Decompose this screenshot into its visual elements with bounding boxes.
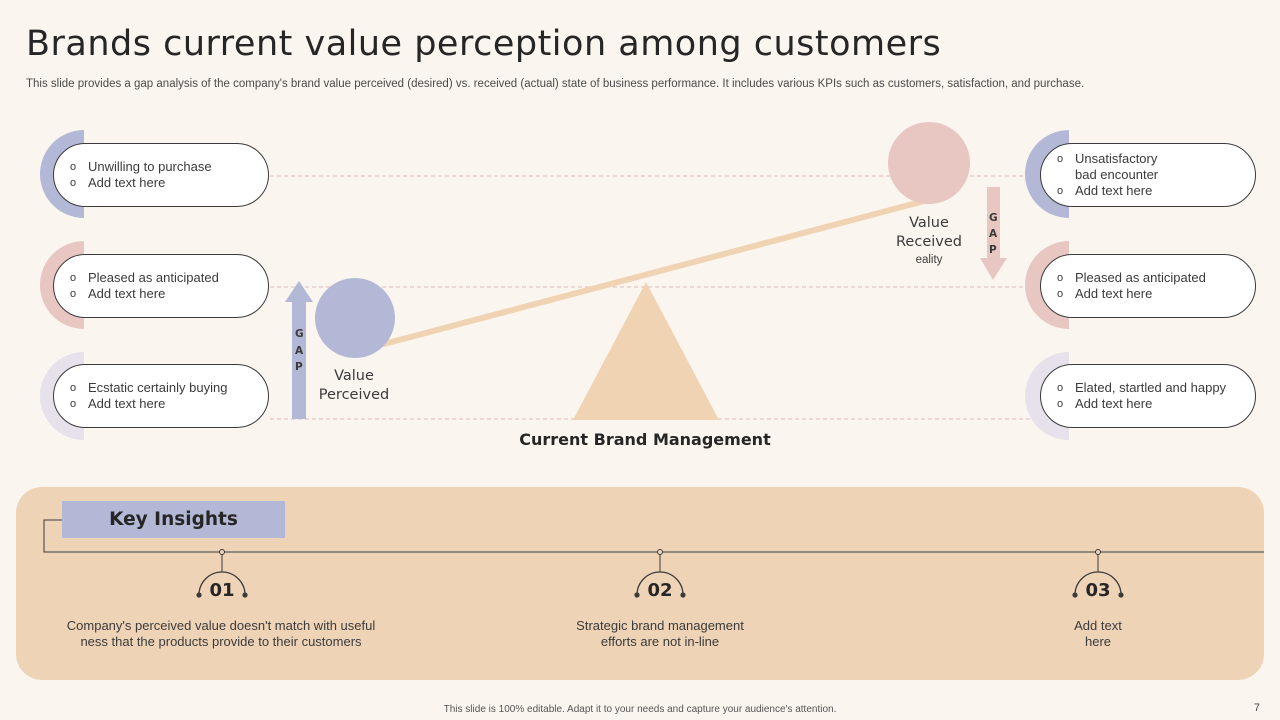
page-subtitle: This slide provides a gap analysis of th… bbox=[26, 78, 1085, 90]
left-pill-pleased: o Pleased as anticipated o Add text here bbox=[53, 254, 269, 318]
insight-number-3: 03 bbox=[1085, 580, 1111, 601]
gap-left-g: G bbox=[295, 328, 304, 340]
pill-placeholder: Add text here bbox=[88, 396, 166, 411]
pill-text: Elated, startled and happy bbox=[1075, 380, 1227, 395]
gap-left-p: P bbox=[295, 361, 303, 373]
pill-placeholder: Add text here bbox=[88, 286, 166, 301]
insight-number-1: 01 bbox=[209, 580, 235, 601]
pill-text: Pleased as anticipated bbox=[1075, 270, 1206, 285]
pill-text-cont: bad encounter bbox=[1075, 167, 1159, 182]
value-perceived-circle bbox=[315, 278, 395, 358]
bullet: o bbox=[1057, 398, 1064, 410]
left-pill-ecstatic: o Ecstatic certainly buying o Add text her… bbox=[53, 364, 269, 428]
value-perceived-label: Value Perceived bbox=[318, 368, 390, 403]
gap-down-arrow bbox=[980, 187, 1007, 280]
left-pill-unwilling: o Unwilling to purchase o Add text here bbox=[53, 143, 269, 207]
fulcrum-triangle bbox=[573, 282, 719, 420]
bullet: o bbox=[1057, 185, 1064, 197]
received-note: eality bbox=[915, 254, 943, 266]
value-received-circle bbox=[888, 122, 970, 204]
pill-placeholder: Add text here bbox=[1075, 183, 1153, 198]
gap-up-arrow bbox=[285, 281, 313, 419]
right-pill-pleased: o Pleased as anticipated o Add text here bbox=[1040, 254, 1256, 318]
page-title: Brands current value perception among cu… bbox=[26, 24, 942, 64]
insight-number-2: 02 bbox=[647, 580, 673, 601]
right-pill-elated: o Elated, startled and happy o Add text he… bbox=[1040, 364, 1256, 428]
pill-placeholder: Add text here bbox=[1075, 396, 1153, 411]
bullet: o bbox=[70, 288, 77, 300]
base-label: Current Brand Management bbox=[519, 430, 771, 449]
key-insights-title: Key Insights bbox=[62, 501, 285, 538]
insight-text-3: Add text here bbox=[1074, 618, 1122, 649]
seesaw-beam bbox=[381, 197, 931, 347]
gap-right-p: P bbox=[989, 244, 997, 256]
bullet: o bbox=[1057, 272, 1064, 284]
right-pill-unsatisfactory: o Unsatisfactory bad encounter o Add text … bbox=[1040, 143, 1256, 207]
insight-text-1: Company's perceived value doesn't match … bbox=[66, 618, 376, 649]
insight-text-2: Strategic brand management efforts are n… bbox=[576, 618, 744, 649]
bullet: o bbox=[70, 398, 77, 410]
bullet: o bbox=[1057, 382, 1064, 394]
value-received-label: Value Received bbox=[896, 215, 962, 250]
bullet: o bbox=[1057, 288, 1064, 300]
pill-text: Pleased as anticipated bbox=[88, 270, 219, 285]
gap-right-a: A bbox=[989, 228, 998, 240]
pill-text: Unsatisfactory bbox=[1075, 151, 1158, 166]
bullet: o bbox=[1057, 153, 1064, 165]
pill-text: Unwilling to purchase bbox=[88, 159, 212, 174]
pill-placeholder: Add text here bbox=[1075, 286, 1153, 301]
pill-text: Ecstatic certainly buying bbox=[88, 380, 228, 395]
footer-note: This slide is 100% editable. Adapt it to… bbox=[443, 704, 837, 715]
gap-left-a: A bbox=[295, 345, 304, 357]
bullet: o bbox=[70, 177, 77, 189]
bullet: o bbox=[70, 161, 77, 173]
page-number: 7 bbox=[1253, 702, 1260, 714]
gap-right-g: G bbox=[989, 212, 998, 224]
bullet: o bbox=[70, 272, 77, 284]
bullet: o bbox=[70, 382, 77, 394]
pill-placeholder: Add text here bbox=[88, 175, 166, 190]
